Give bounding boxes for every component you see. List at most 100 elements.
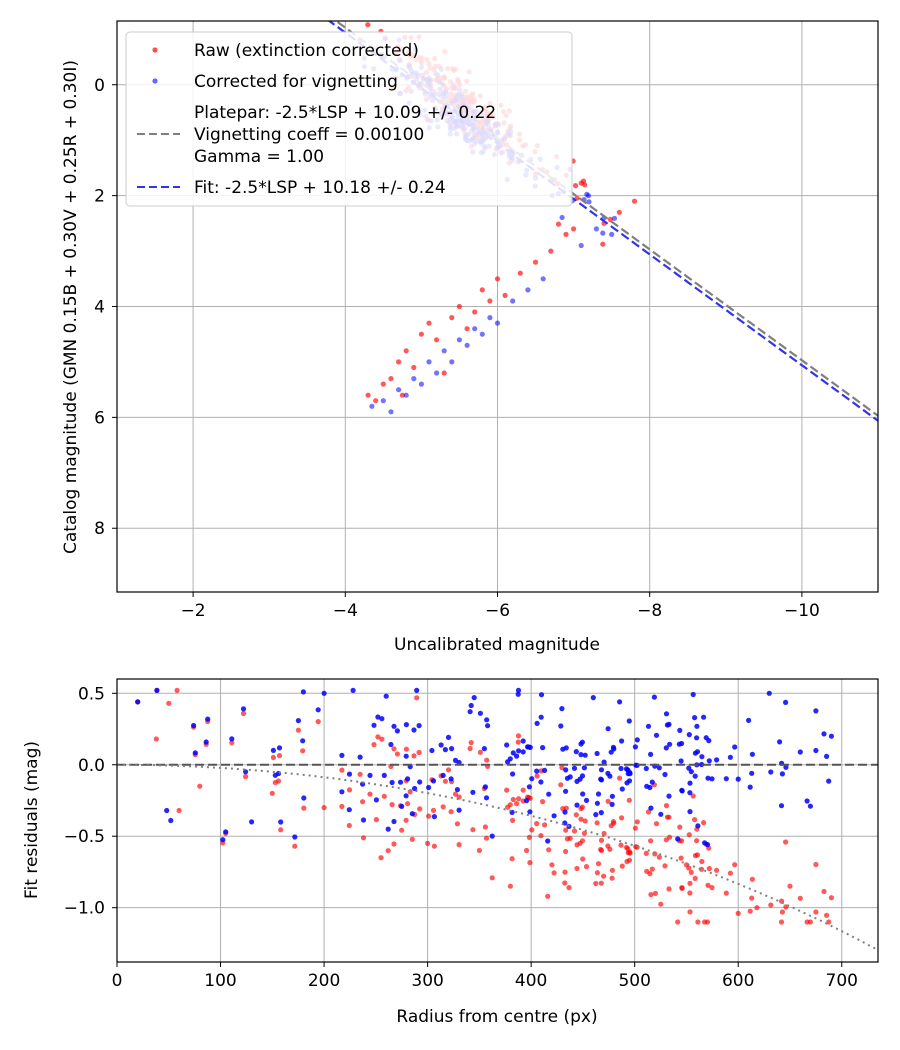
residual-raw-point [153, 736, 159, 742]
top-x-axis-label: Uncalibrated magnitude [394, 635, 600, 655]
residual-raw-point [483, 835, 490, 841]
residual-corrected-point [607, 773, 613, 779]
residual-raw-point [574, 865, 580, 872]
residual-raw-point [694, 852, 701, 858]
residual-corrected-point [598, 810, 604, 816]
residual-raw-point [662, 863, 668, 869]
residual-corrected-point [579, 773, 586, 779]
residual-corrected-point [270, 747, 276, 754]
residual-raw-point [414, 695, 420, 701]
residual-raw-point [243, 774, 249, 780]
residual-raw-point [709, 885, 715, 891]
corrected-point [586, 199, 592, 205]
residual-corrected-point [164, 807, 170, 814]
residual-corrected-point [687, 790, 693, 796]
residual-corrected-point [229, 736, 235, 742]
residual-raw-point [648, 892, 654, 898]
legend-fit-label: Fit: -2.5*LSP + 10.18 +/- 0.24 [194, 178, 446, 198]
residual-raw-point [367, 791, 373, 797]
residual-corrected-point [520, 749, 526, 755]
residual-raw-point [527, 860, 533, 866]
residual-corrected-point [360, 817, 367, 823]
residual-raw-point [389, 802, 395, 808]
residual-raw-point [652, 890, 659, 897]
residual-corrected-point [526, 744, 532, 750]
residual-corrected-point [609, 801, 615, 808]
residual-raw-point [301, 805, 307, 811]
residual-corrected-point [545, 838, 551, 844]
residual-corrected-point [735, 776, 741, 782]
residual-raw-point [440, 804, 446, 810]
residual-raw-point [581, 830, 588, 836]
residual-raw-point [540, 799, 546, 805]
corrected-point [426, 359, 432, 365]
residual-raw-point [399, 827, 405, 833]
residual-raw-point [609, 867, 616, 873]
residual-corrected-point [276, 745, 283, 751]
residual-raw-point [618, 842, 624, 848]
residual-corrected-point [579, 739, 586, 745]
raw-point [631, 198, 638, 204]
residual-corrected-point [205, 716, 211, 722]
residual-raw-point [551, 870, 557, 876]
residual-raw-point [645, 809, 652, 815]
residual-raw-point [632, 825, 639, 831]
residual-corrected-point [663, 745, 669, 751]
vignetting-model-curve [117, 763, 878, 951]
residual-corrected-point [431, 814, 437, 820]
residual-raw-point [360, 799, 366, 805]
residual-corrected-point [611, 746, 617, 752]
residual-corrected-point [644, 783, 650, 789]
residual-corrected-point [609, 793, 616, 799]
residual-raw-point [514, 801, 520, 807]
residual-corrected-point [367, 772, 373, 779]
residual-corrected-point [220, 837, 226, 843]
residual-corrected-point [634, 737, 640, 743]
residual-raw-point [520, 787, 526, 793]
residual-corrected-point [563, 745, 569, 751]
residual-corrected-point [598, 767, 605, 773]
residual-raw-point [626, 857, 633, 863]
residual-corrected-point [627, 771, 633, 777]
raw-point [502, 292, 508, 298]
corrected-point [494, 320, 501, 326]
top-y-tick-label: 0 [94, 76, 105, 96]
residual-raw-point [197, 783, 203, 789]
residual-raw-point [445, 767, 452, 773]
residual-corrected-point [388, 741, 394, 748]
residual-corrected-point [694, 735, 700, 741]
corrected-point [449, 359, 455, 365]
residual-raw-point [723, 890, 729, 896]
residual-raw-point [563, 827, 569, 833]
residual-raw-point [270, 754, 276, 761]
bottom-x-tick-label: 100 [204, 971, 236, 991]
raw-point [563, 231, 569, 237]
residual-raw-point [229, 740, 235, 746]
residual-corrected-point [339, 752, 345, 759]
residual-raw-point [509, 856, 515, 862]
residual-raw-point [477, 749, 483, 755]
residual-corrected-point [191, 722, 197, 729]
corrected-point [411, 376, 417, 382]
residual-corrected-point [617, 699, 623, 705]
bottom-x-tick-label: 600 [722, 971, 754, 991]
residual-raw-point [378, 855, 384, 861]
residual-raw-point [403, 746, 409, 752]
residual-raw-point [754, 905, 760, 911]
residual-corrected-point [357, 754, 363, 760]
residual-corrected-point [526, 784, 533, 790]
raw-point [555, 221, 562, 227]
residual-raw-point [617, 775, 623, 781]
residual-corrected-point [168, 817, 174, 824]
residual-raw-point [626, 797, 632, 803]
residual-corrected-point [483, 795, 490, 801]
residual-raw-point [278, 827, 284, 833]
residual-corrected-point [777, 739, 783, 745]
residual-corrected-point [438, 742, 444, 748]
residual-corrected-point [714, 757, 720, 763]
residual-raw-point [489, 875, 495, 881]
residual-raw-point [391, 841, 397, 847]
residual-raw-point [598, 880, 604, 886]
residual-raw-point [828, 895, 835, 901]
